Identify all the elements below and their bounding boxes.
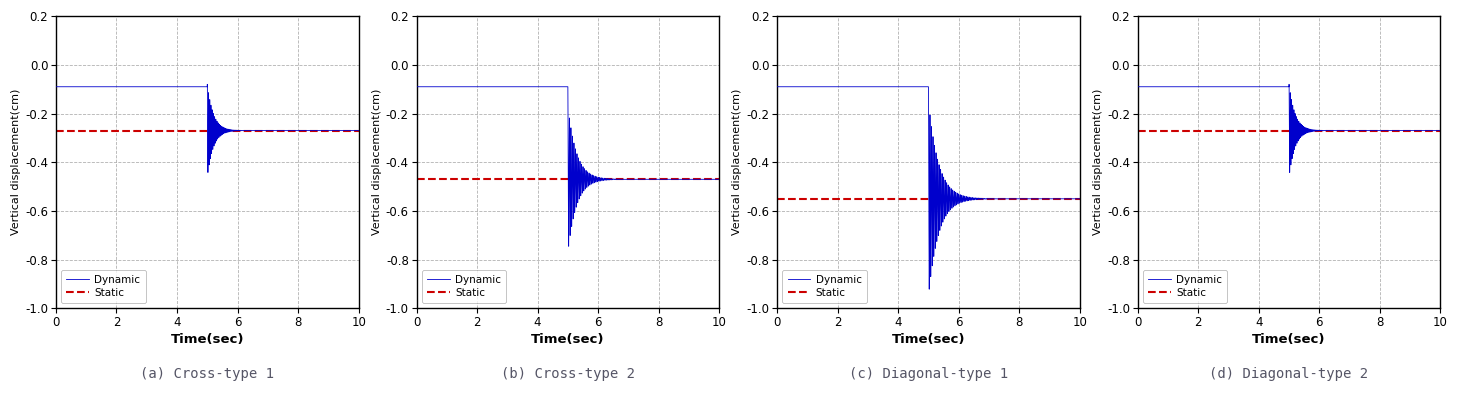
Dynamic [560, 244, 578, 249]
Dynamic [1188, 84, 1205, 89]
Line: Dynamic: Dynamic [55, 84, 359, 173]
Static [47, 128, 64, 133]
Dynamic [1338, 128, 1355, 133]
Text: (a) Cross-type 1: (a) Cross-type 1 [140, 367, 274, 381]
Dynamic [252, 128, 270, 133]
Legend: Dynamic, Static: Dynamic, Static [1142, 270, 1227, 303]
Dynamic [1334, 128, 1351, 133]
Dynamic [1129, 84, 1147, 89]
Dynamic [350, 128, 368, 133]
Line: Dynamic: Dynamic [1138, 84, 1440, 173]
Text: (c) Diagonal-type 1: (c) Diagonal-type 1 [849, 367, 1008, 381]
X-axis label: Time(sec): Time(sec) [891, 333, 966, 346]
Dynamic [1056, 196, 1074, 201]
Dynamic [1281, 82, 1299, 87]
Dynamic [921, 287, 938, 292]
Dynamic [336, 128, 353, 133]
Y-axis label: Vertical displacement(cm): Vertical displacement(cm) [12, 89, 20, 235]
Dynamic [827, 84, 845, 89]
X-axis label: Time(sec): Time(sec) [171, 333, 244, 346]
Dynamic [613, 177, 630, 182]
Dynamic [585, 176, 603, 181]
Dynamic [407, 84, 425, 89]
Y-axis label: Vertical displacement(cm): Vertical displacement(cm) [1093, 89, 1103, 235]
Dynamic [1306, 127, 1323, 132]
Static [438, 177, 455, 182]
Dynamic [711, 177, 728, 182]
Dynamic [696, 177, 713, 182]
Y-axis label: Vertical displacement(cm): Vertical displacement(cm) [732, 89, 743, 235]
Y-axis label: Vertical displacement(cm): Vertical displacement(cm) [372, 89, 382, 235]
Dynamic [973, 197, 991, 202]
Static [798, 196, 816, 201]
Dynamic [200, 170, 217, 175]
Dynamic [800, 84, 817, 89]
Static [1129, 128, 1147, 133]
Legend: Dynamic, Static: Dynamic, Static [422, 270, 506, 303]
Dynamic [47, 84, 64, 89]
Dynamic [1281, 170, 1299, 175]
Dynamic [945, 195, 963, 200]
Static [77, 128, 95, 133]
Dynamic [1431, 128, 1449, 133]
Dynamic [439, 84, 457, 89]
Line: Dynamic: Dynamic [778, 87, 1080, 289]
Text: (b) Cross-type 2: (b) Cross-type 2 [500, 367, 635, 381]
Legend: Dynamic, Static: Dynamic, Static [782, 270, 867, 303]
Dynamic [978, 196, 995, 201]
Dynamic [79, 84, 96, 89]
Dynamic [198, 82, 216, 87]
Dynamic [1071, 196, 1088, 201]
Dynamic [107, 84, 124, 89]
Static [1160, 128, 1177, 133]
X-axis label: Time(sec): Time(sec) [531, 333, 604, 346]
Dynamic [257, 128, 274, 133]
Static [407, 177, 425, 182]
Legend: Dynamic, Static: Dynamic, Static [61, 270, 146, 303]
Text: (d) Diagonal-type 2: (d) Diagonal-type 2 [1210, 367, 1369, 381]
X-axis label: Time(sec): Time(sec) [1252, 333, 1326, 346]
Dynamic [1160, 84, 1177, 89]
Dynamic [467, 84, 484, 89]
Static [769, 196, 786, 201]
Dynamic [617, 177, 635, 182]
Dynamic [769, 84, 786, 89]
Dynamic [225, 127, 242, 132]
Dynamic [1417, 128, 1434, 133]
Line: Dynamic: Dynamic [416, 87, 719, 246]
